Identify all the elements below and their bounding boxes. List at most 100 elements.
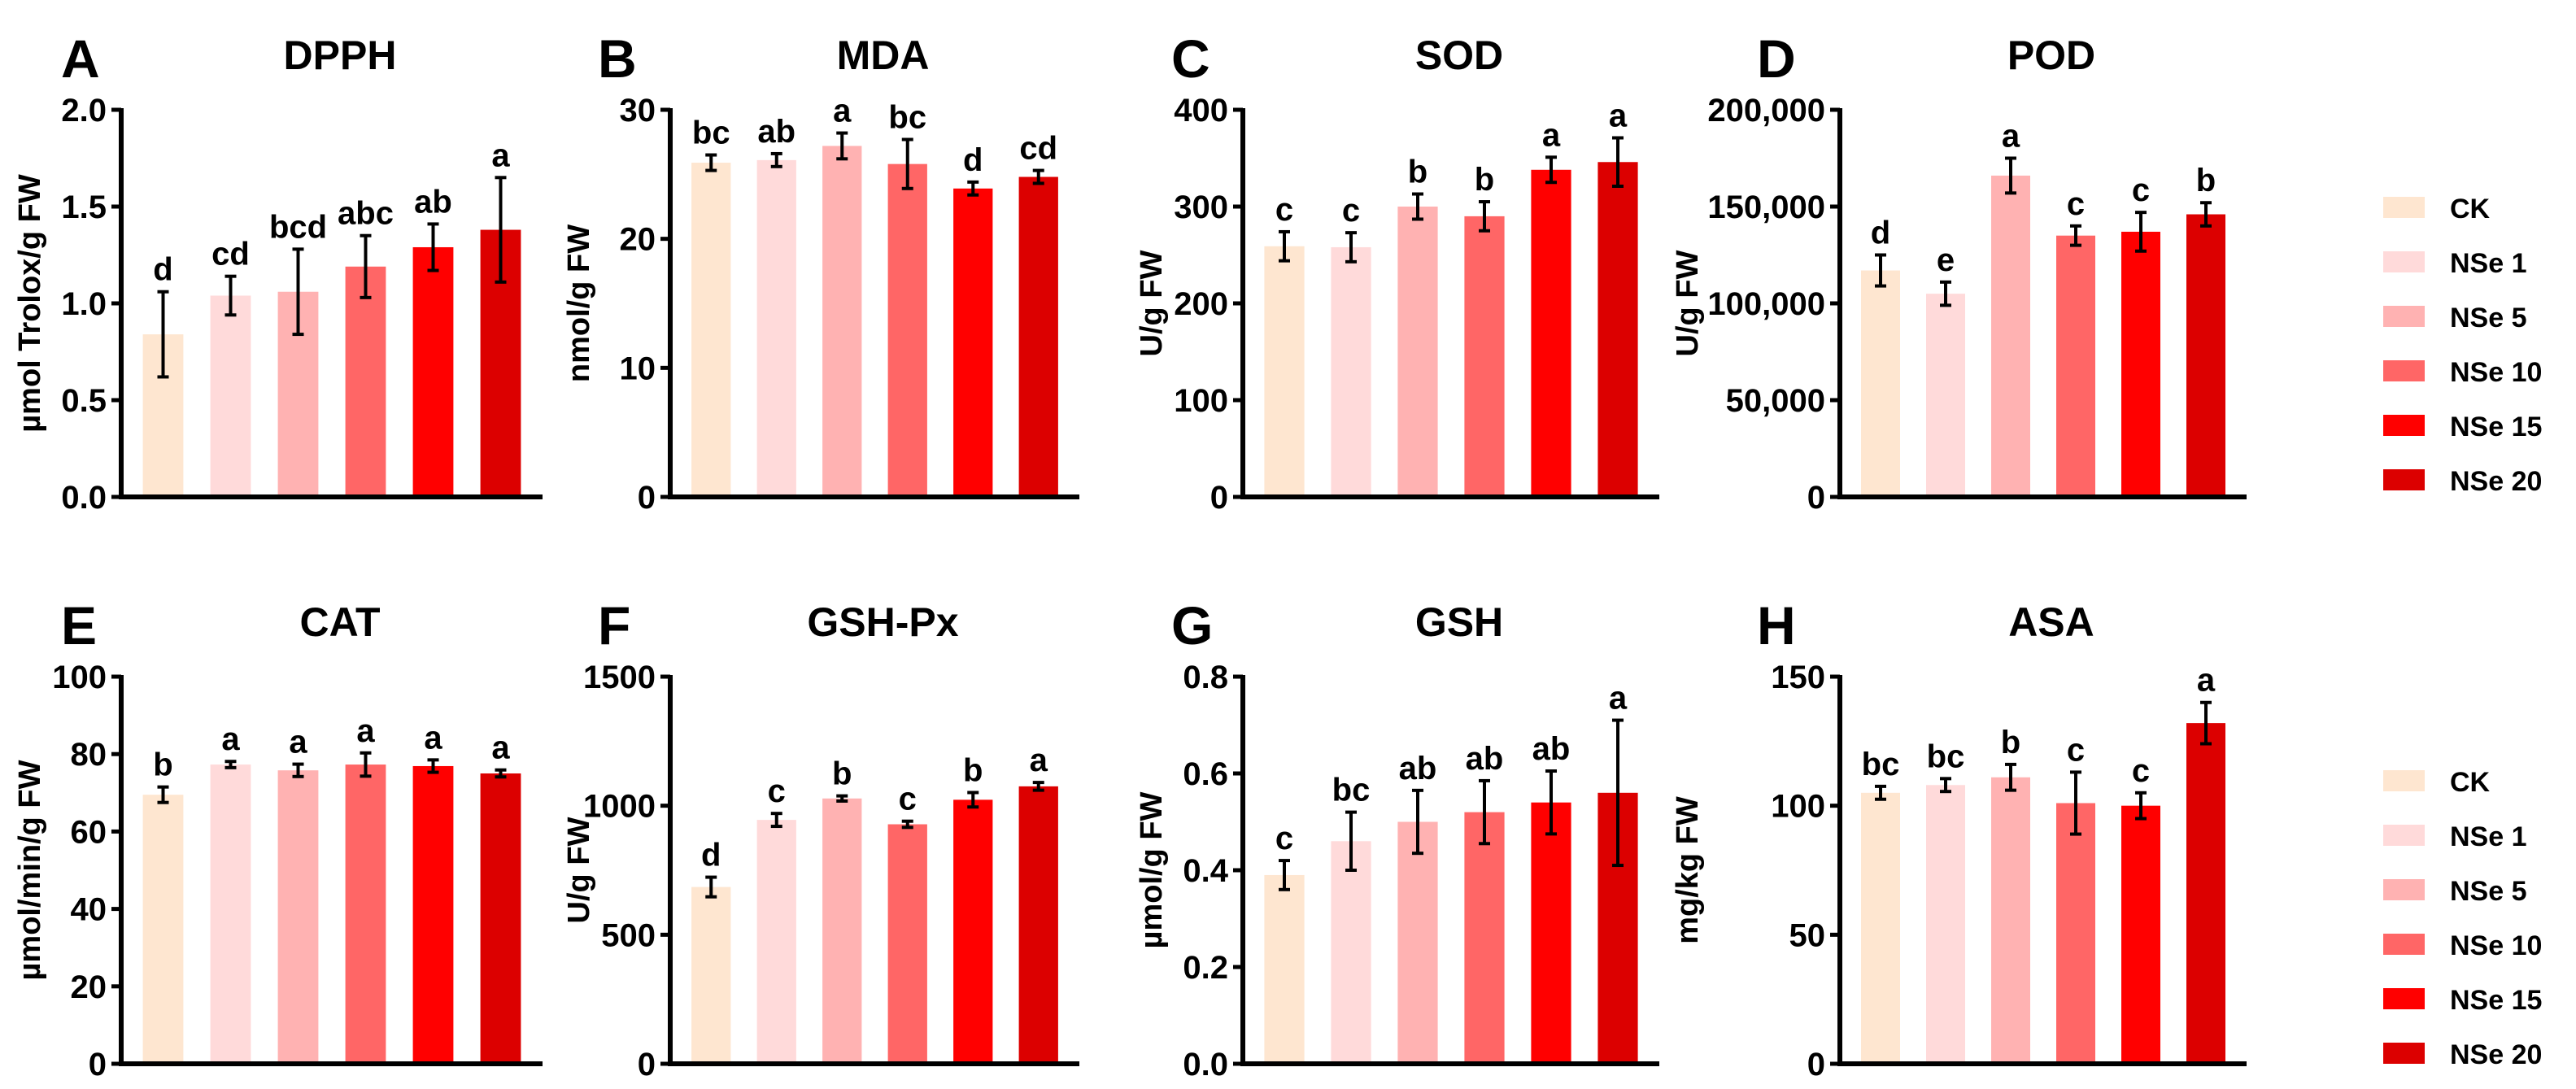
- significance-letter: d: [153, 252, 172, 288]
- legend-label: NSe 20: [2450, 466, 2542, 497]
- y-tick-label: 0.8: [1183, 660, 1228, 695]
- legend-label: NSe 10: [2450, 930, 2542, 961]
- bar-nse10: [887, 163, 927, 494]
- y-axis-label: U/g FW: [1671, 250, 1705, 356]
- panel-letter: B: [598, 28, 637, 89]
- significance-letter: bc: [1927, 738, 1965, 774]
- bar-nse1: [756, 159, 796, 494]
- y-tick-label: 80: [71, 737, 107, 773]
- significance-letter: b: [153, 747, 172, 783]
- panel-letter: C: [1171, 28, 1210, 89]
- significance-letter: c: [2132, 172, 2150, 208]
- panel-title: SOD: [1415, 33, 1503, 78]
- y-tick-label: 50: [1789, 917, 1826, 953]
- significance-letter: a: [491, 730, 510, 766]
- significance-letter: bc: [1332, 773, 1371, 808]
- y-tick-label: 2.0: [61, 93, 107, 129]
- legend-label: CK: [2450, 194, 2491, 224]
- bar-nse10: [1464, 812, 1505, 1061]
- bar-nse10: [345, 266, 386, 494]
- bar-nse5: [822, 146, 862, 494]
- significance-letter: a: [1030, 743, 1048, 778]
- bar-nse20: [2186, 214, 2225, 494]
- significance-letter: bc: [1862, 747, 1900, 782]
- panel-title: POD: [2007, 33, 2095, 78]
- panel-title: GSH-Px: [807, 599, 958, 645]
- bar-nse10: [887, 824, 927, 1061]
- bar-nse20: [1597, 162, 1638, 494]
- panel-letter: H: [1757, 595, 1796, 656]
- panel-c: C SOD U/g FW 0 100 200 300 400 c c b b a a: [1135, 28, 1659, 516]
- bar-nse5: [1991, 777, 2030, 1061]
- y-tick-label: 0.4: [1183, 853, 1228, 889]
- panel-title: MDA: [837, 33, 930, 78]
- legend-1: CK NSe 1 NSe 5 NSe 10 NSe 15 NSe 20: [2383, 194, 2542, 497]
- panel-letter: E: [61, 595, 97, 656]
- bar-nse15: [412, 246, 454, 494]
- legend-swatch: [2383, 415, 2425, 436]
- significance-letter: d: [1871, 216, 1890, 251]
- bar-nse1: [1926, 294, 1965, 494]
- significance-letter: bc: [888, 99, 926, 135]
- significance-letter: a: [491, 137, 510, 173]
- bar-nse15: [1531, 169, 1571, 494]
- y-tick-label: 200: [1174, 286, 1228, 322]
- y-tick-label: 100: [52, 660, 107, 695]
- legend-swatch: [2383, 197, 2425, 218]
- legend-label: NSe 15: [2450, 412, 2542, 442]
- bar-nse15: [412, 765, 454, 1061]
- legend-swatch: [2383, 825, 2425, 846]
- significance-letter: c: [768, 773, 786, 809]
- bar-nse20: [480, 773, 521, 1061]
- y-tick-label: 0: [1210, 480, 1228, 516]
- bar-ck: [1861, 270, 1900, 494]
- significance-letter: c: [899, 782, 917, 817]
- y-tick-label: 50,000: [1726, 383, 1825, 419]
- panel-letter: G: [1171, 595, 1213, 656]
- bar-nse10: [345, 764, 386, 1061]
- y-tick-label: 0.5: [61, 383, 107, 419]
- y-tick-label: 1000: [583, 789, 656, 825]
- y-tick-label: 150: [1771, 660, 1825, 695]
- panel-f: F GSH-Px U/g FW 0 500 1000 1500 d c b c b a: [562, 595, 1079, 1082]
- bar-nse5: [1991, 175, 2030, 495]
- bar-ck: [1861, 792, 1900, 1061]
- significance-letter: a: [221, 721, 240, 757]
- y-tick-label: 0: [89, 1047, 107, 1082]
- significance-letter: a: [356, 713, 375, 749]
- bar-ck: [1264, 246, 1305, 494]
- significance-letter: d: [701, 838, 721, 873]
- significance-letter: bcd: [269, 209, 327, 245]
- panel-title: DPPH: [284, 33, 397, 78]
- y-tick-label: 40: [71, 892, 107, 928]
- panel-title: GSH: [1415, 599, 1503, 645]
- y-tick-label: 20: [620, 222, 656, 258]
- significance-letter: c: [1342, 193, 1360, 229]
- y-axis-label: µmol/min/g FW: [13, 760, 47, 980]
- significance-letter: b: [1475, 162, 1494, 198]
- legend-label: NSe 5: [2450, 876, 2527, 907]
- y-tick-label: 0.6: [1183, 756, 1228, 792]
- y-tick-label: 100: [1771, 789, 1825, 825]
- y-tick-label: 1.0: [61, 286, 107, 322]
- legend-swatch: [2383, 770, 2425, 791]
- panel-e: E CAT µmol/min/g FW 0 20 40 60 80 100 b a a a a a: [13, 595, 543, 1082]
- bar-nse1: [756, 820, 796, 1061]
- significance-letter: ab: [1399, 751, 1437, 786]
- panel-title: ASA: [2008, 599, 2094, 645]
- significance-letter: b: [2196, 163, 2216, 198]
- legend-label: NSe 5: [2450, 303, 2527, 333]
- y-axis-label: nmol/g FW: [562, 224, 596, 382]
- y-tick-label: 10: [620, 351, 656, 386]
- legend-label: NSe 15: [2450, 985, 2542, 1016]
- y-tick-label: 300: [1174, 189, 1228, 225]
- bar-nse10: [1464, 216, 1505, 494]
- legend-label: CK: [2450, 767, 2491, 798]
- y-tick-label: 500: [601, 917, 656, 953]
- bar-nse5: [1397, 821, 1438, 1061]
- bar-nse1: [210, 295, 251, 494]
- significance-letter: a: [2197, 663, 2216, 699]
